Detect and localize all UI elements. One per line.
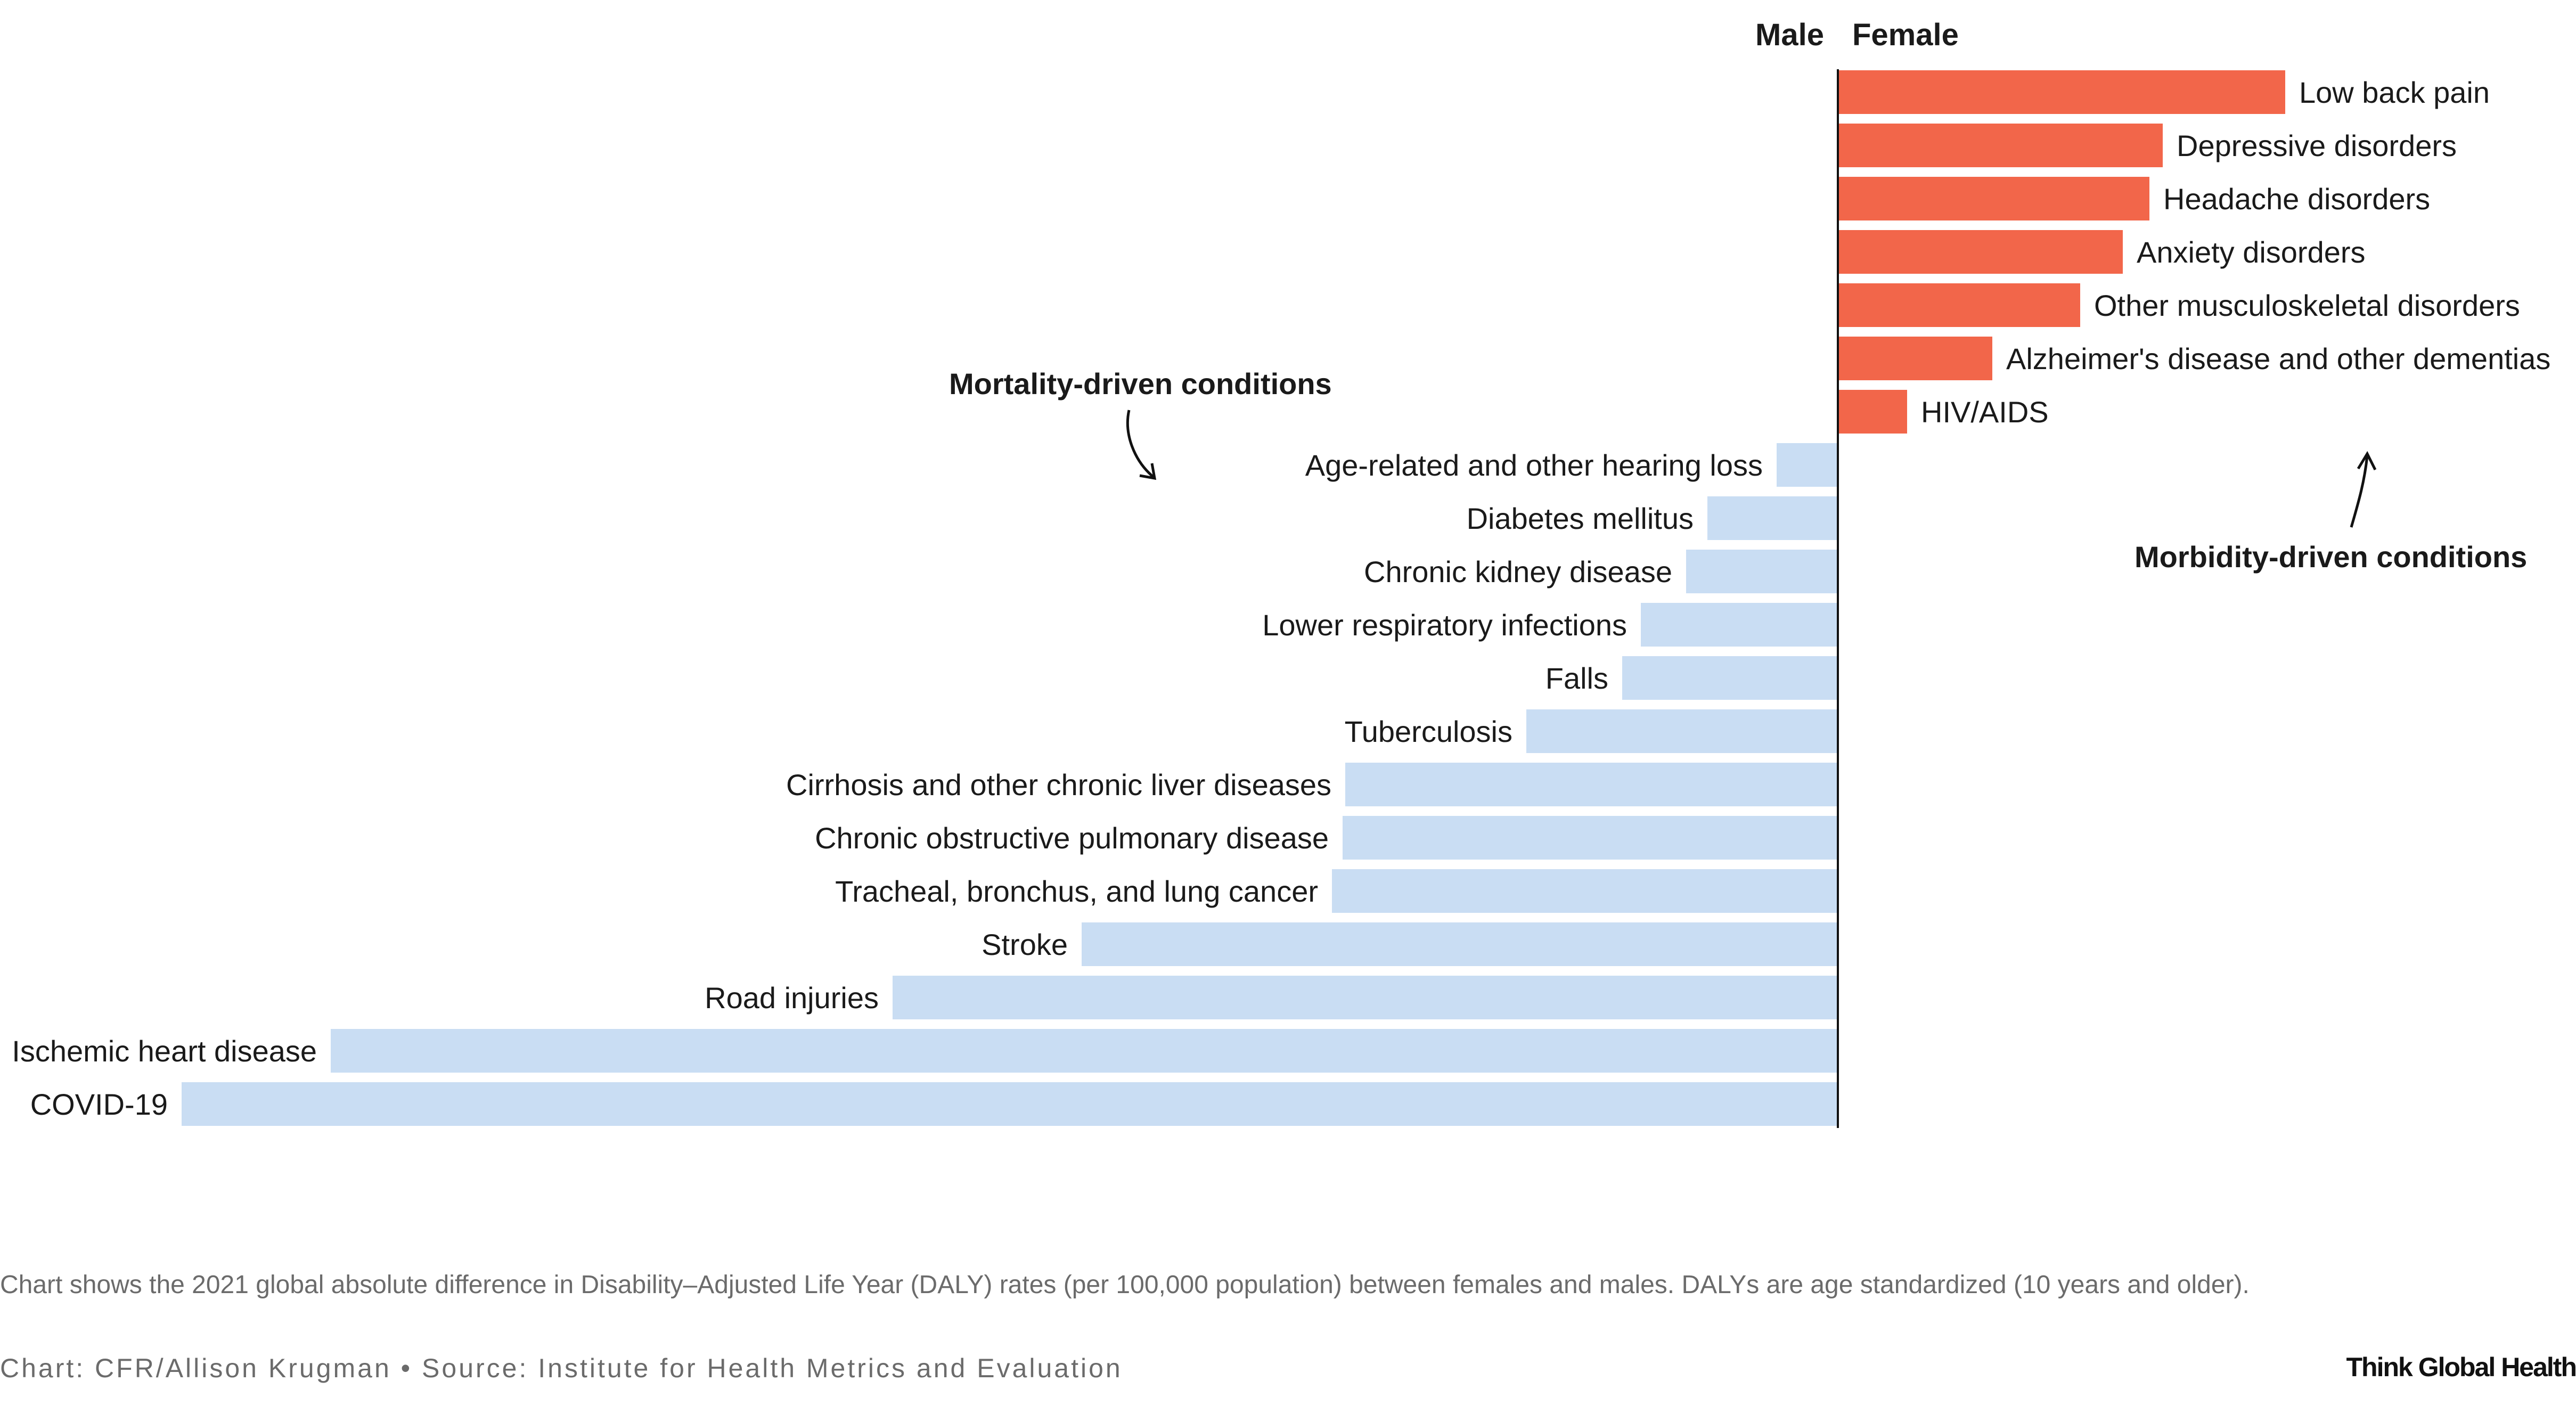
female-bar [1838,124,2163,167]
bar-label: Ischemic heart disease [12,1034,317,1068]
bars-layer: Low back pain Depressive disorders Headach… [12,70,2550,1126]
bar-label: Headache disorders [2163,182,2430,216]
bar-label: Road injuries [705,981,879,1015]
female-bar [1838,390,1907,434]
bar-label: COVID-19 [30,1088,168,1121]
bar-label: Stroke [982,928,1068,961]
bar-label: Tracheal, bronchus, and lung cancer [835,874,1318,908]
female-bar [1838,230,2123,274]
male-bar [1345,763,1838,806]
female-bar [1838,70,2285,114]
morbidity-annotation: Morbidity-driven conditions [2135,540,2527,574]
morbidity-arrow-icon [2350,455,2369,528]
male-bar [1777,443,1838,487]
bar-label: Anxiety disorders [2137,235,2366,269]
bar-label: Other musculoskeletal disorders [2094,289,2520,322]
mortality-annotation: Mortality-driven conditions [949,367,1332,401]
bar-label: Falls [1545,661,1608,695]
male-bar [1686,550,1838,593]
bar-label: Chronic kidney disease [1364,555,1672,589]
morbidity-arrowhead-icon [2357,451,2377,471]
male-bar [893,976,1838,1019]
male-bar [1526,709,1838,753]
bar-label: HIV/AIDS [1921,395,2049,429]
bar-label: Lower respiratory infections [1262,608,1627,642]
mortality-arrowhead-icon [1139,463,1157,480]
female-bar [1838,337,1992,380]
mortality-arrow-icon [1126,410,1154,478]
male-bar [1707,496,1838,540]
male-bar [1082,922,1838,966]
bar-label: Depressive disorders [2177,129,2457,162]
male-bar [331,1029,1838,1073]
male-bar [1641,603,1838,647]
female-bar [1838,283,2080,327]
bar-label: Low back pain [2299,76,2490,109]
bar-label: Cirrhosis and other chronic liver diseas… [786,768,1331,802]
source-credit: Chart: CFR/Allison Krugman • Source: Ins… [0,1353,1123,1383]
female-bar [1838,177,2149,220]
bar-label: Diabetes mellitus [1467,502,1694,535]
bar-label: Age-related and other hearing loss [1305,448,1763,482]
header-female: Female [1852,18,1959,52]
bar-label: Alzheimer's disease and other dementias [2006,342,2550,375]
male-bar [1622,656,1838,700]
bar-label: Tuberculosis [1345,715,1512,748]
chart-note: Chart shows the 2021 global absolute dif… [0,1271,2250,1299]
brand-logo: Think Global Health [2346,1352,2576,1382]
male-bar [182,1082,1838,1126]
male-bar [1332,869,1838,913]
male-bar [1343,816,1838,860]
header-male: Male [1755,18,1824,52]
bar-label: Chronic obstructive pulmonary disease [815,821,1329,855]
